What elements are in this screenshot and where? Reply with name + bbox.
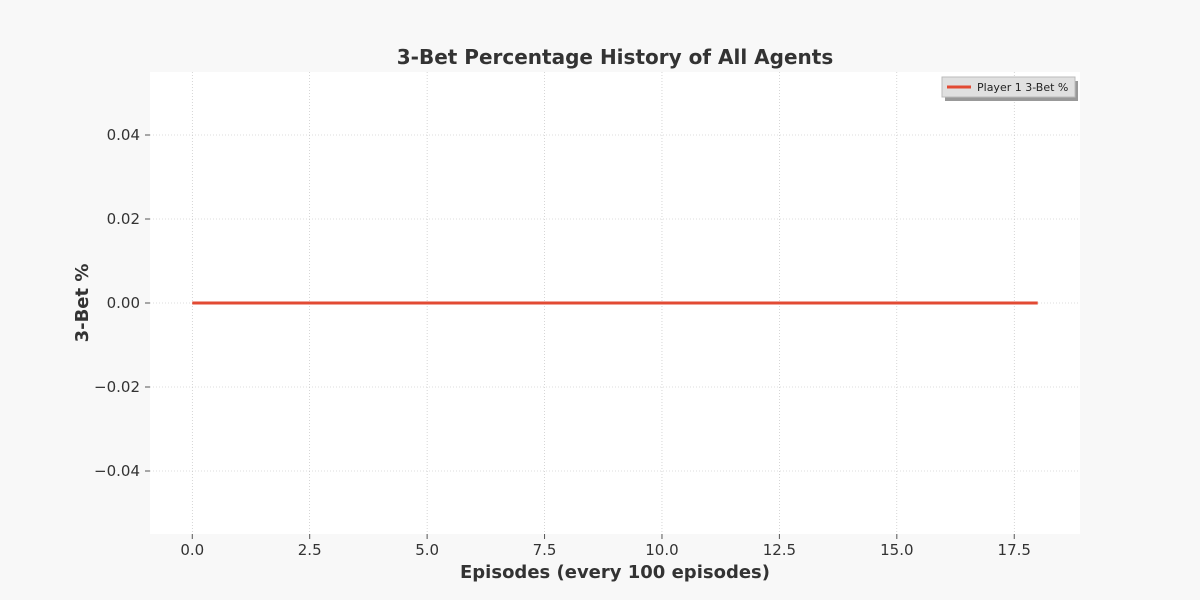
legend[interactable]: Player 1 3-Bet % [941,76,1078,101]
y-axis-title: 3-Bet % [72,264,93,343]
y-tick-label: −0.02 [94,378,140,396]
y-tick-label: 0.00 [107,294,140,312]
x-tick-label: 5.0 [415,541,439,559]
x-tick-label: 15.0 [880,541,913,559]
x-tick-label: 0.0 [180,541,204,559]
y-axis-ticks: 0.04 0.02 0.00 −0.02 −0.04 [94,126,150,480]
legend-label: Player 1 3-Bet % [977,81,1068,94]
x-tick-label: 12.5 [763,541,796,559]
y-tick-label: 0.02 [107,210,140,228]
x-axis-title: Episodes (every 100 episodes) [460,562,770,583]
x-tick-label: 2.5 [298,541,322,559]
y-tick-label: −0.04 [94,462,140,480]
chart-title: 3-Bet Percentage History of All Agents [397,45,833,69]
x-tick-label: 17.5 [998,541,1031,559]
y-tick-label: 0.04 [107,126,140,144]
x-tick-label: 10.0 [645,541,678,559]
legend-box [941,76,1076,98]
x-axis-ticks: 0.0 2.5 5.0 7.5 10.0 12.5 15.0 17.5 [180,534,1031,559]
x-tick-label: 7.5 [533,541,557,559]
